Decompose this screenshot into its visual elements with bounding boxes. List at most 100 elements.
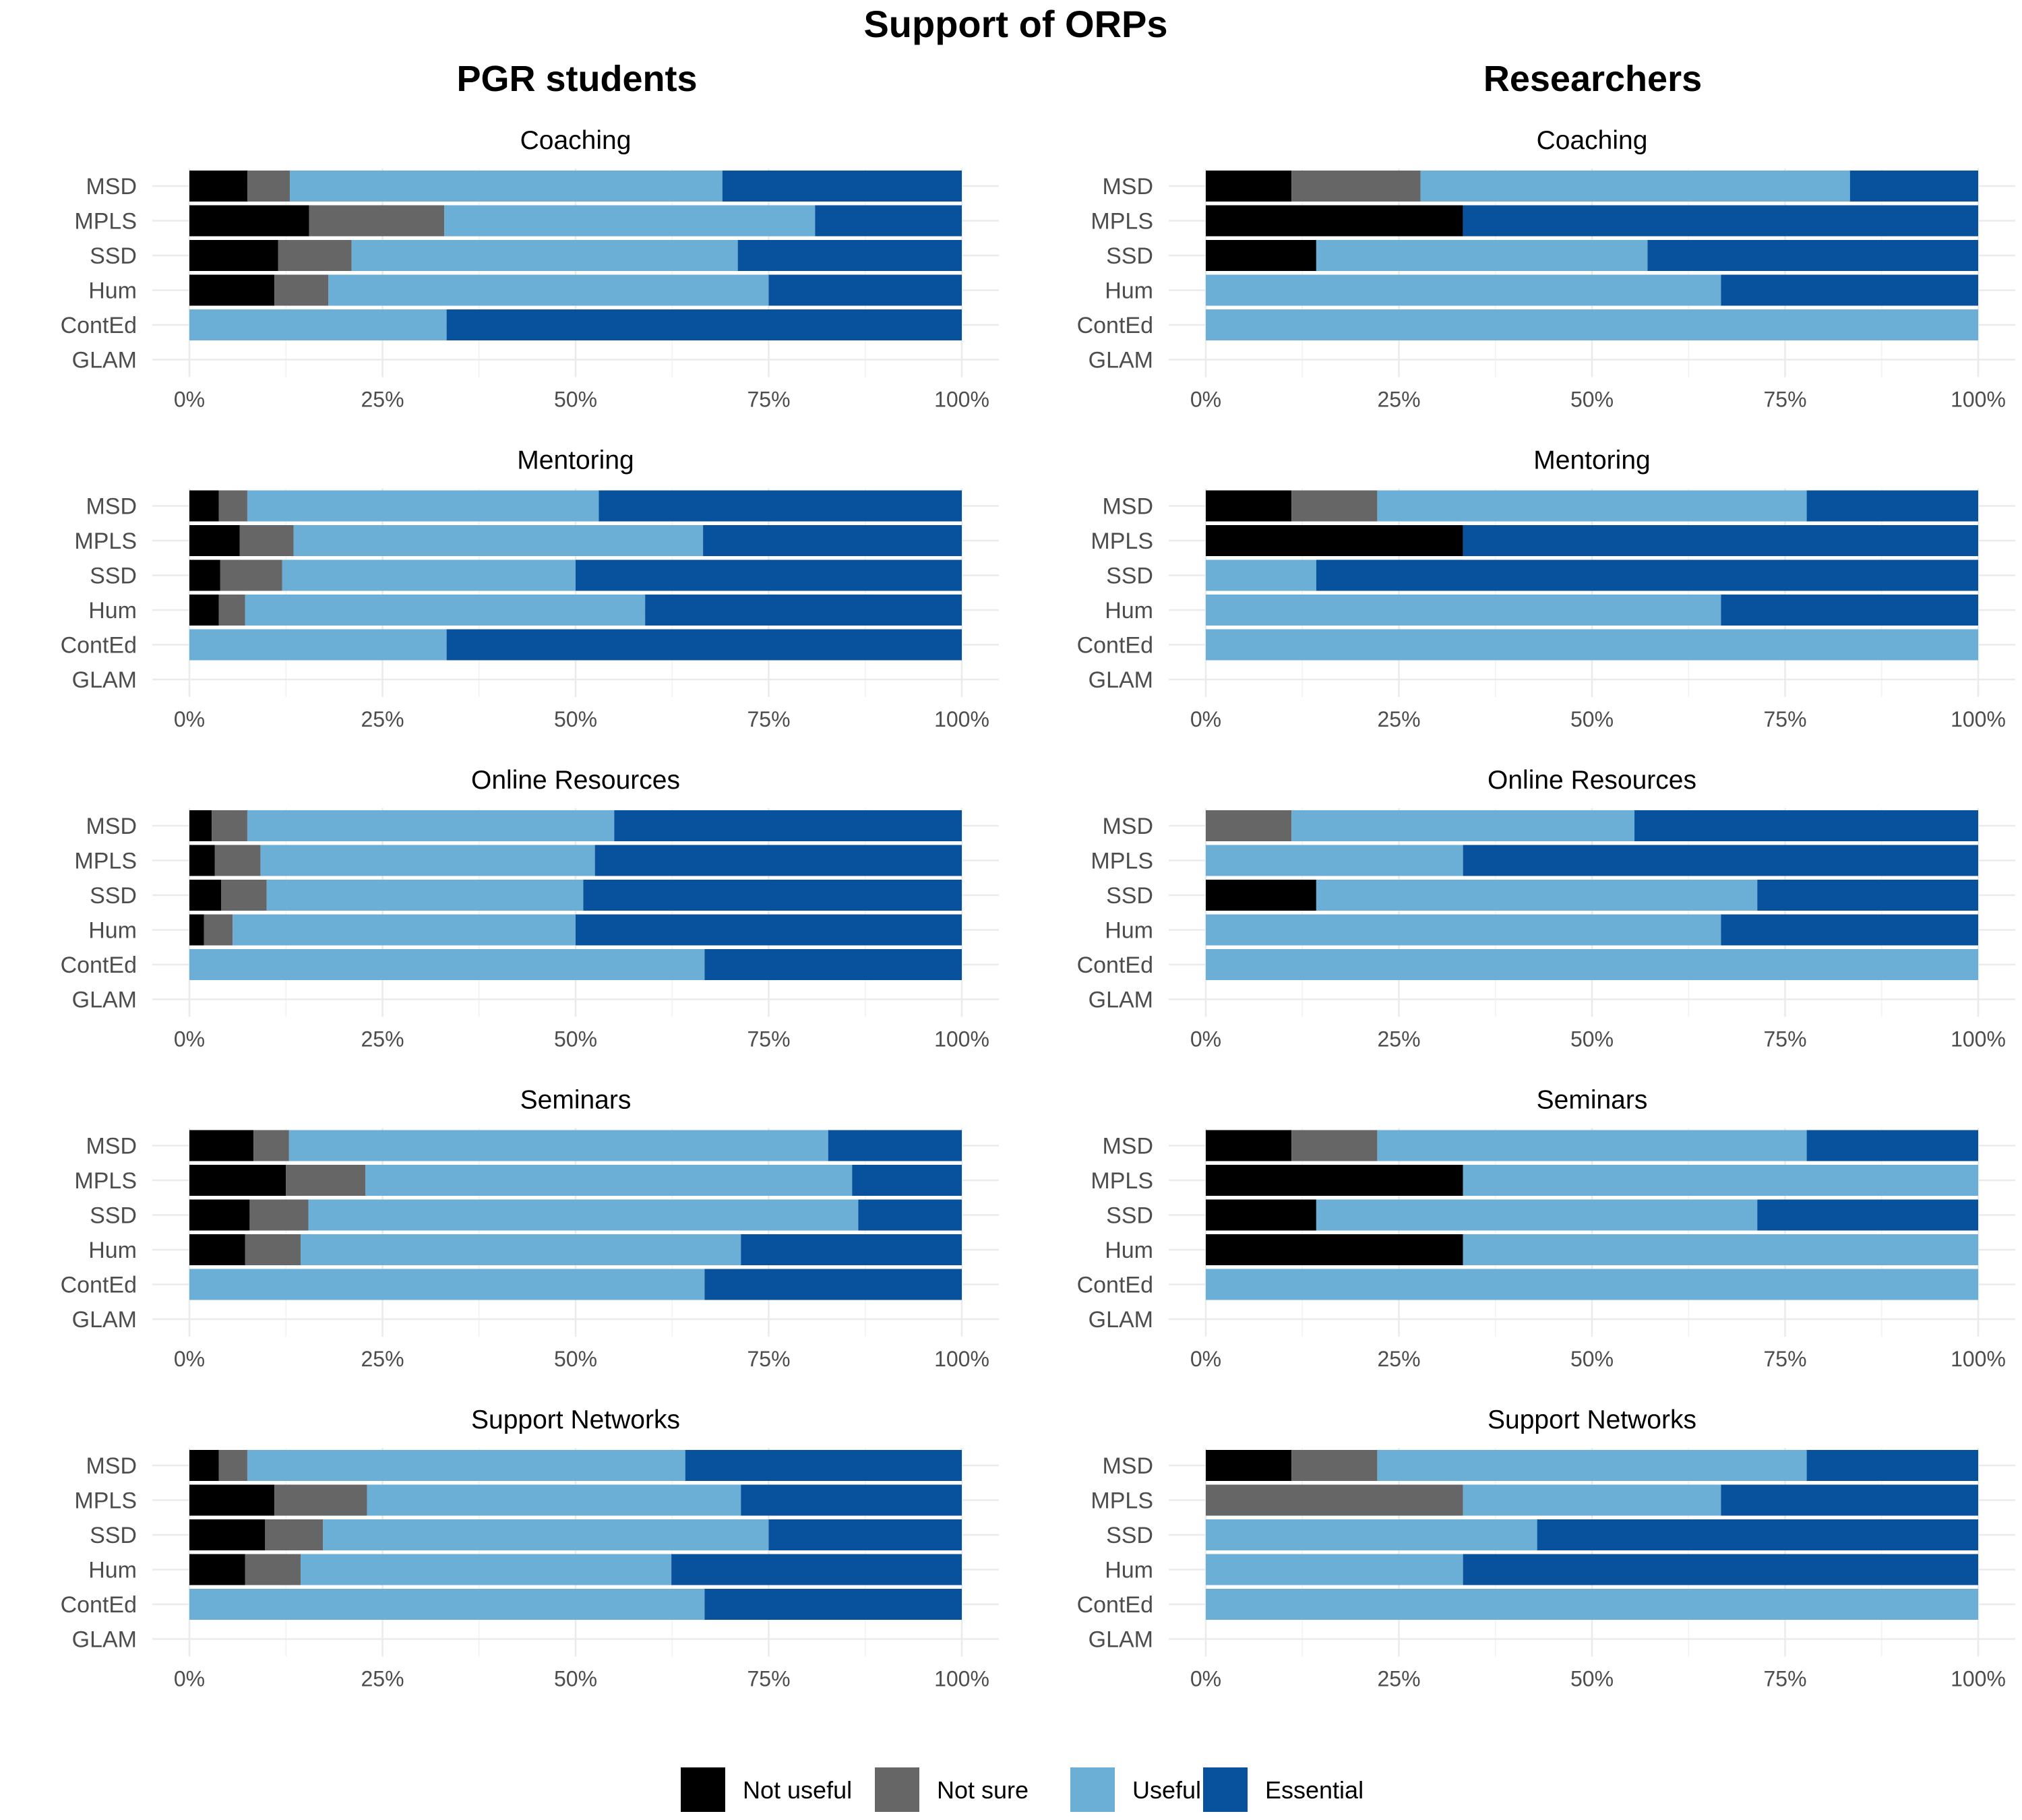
bar-hum-useful xyxy=(1206,914,1721,946)
category-label: MSD xyxy=(86,494,137,520)
bar-conted-essential xyxy=(704,949,962,980)
category-label: MSD xyxy=(86,814,137,839)
bar-conted-essential xyxy=(704,1589,962,1620)
category-label: ContEd xyxy=(1077,952,1153,978)
bar-msd-useful xyxy=(1377,1450,1807,1481)
bar-hum-not-sure xyxy=(245,1554,301,1585)
x-tick-label: 0% xyxy=(174,1667,205,1691)
panel-title: Mentoring xyxy=(517,446,634,475)
bar-msd-not-sure xyxy=(247,171,290,202)
bar-msd-not-sure xyxy=(1291,1450,1378,1481)
bar-msd-not-sure xyxy=(1291,490,1378,522)
bar-conted-useful xyxy=(1206,629,1978,661)
x-tick-label: 100% xyxy=(1951,1347,2006,1371)
legend-swatch xyxy=(875,1767,919,1812)
x-tick-label: 25% xyxy=(1377,1667,1420,1691)
bar-mpls-essential xyxy=(703,525,962,556)
bar-mpls-useful xyxy=(260,845,595,876)
bar-conted-essential xyxy=(704,1269,962,1300)
panels: Coaching MSD MPLS SSD Hum ContEd GLAM 0% 25% 50% 7… xyxy=(61,126,2015,1691)
bar-ssd-essential xyxy=(1537,1519,1978,1550)
x-tick-label: 25% xyxy=(361,1347,404,1371)
category-label: GLAM xyxy=(1089,988,1153,1013)
bar-ssd-useful xyxy=(1316,880,1758,911)
bar-ssd-useful xyxy=(308,1199,859,1231)
panel-title: Online Resources xyxy=(471,766,680,795)
category-label: GLAM xyxy=(72,1307,137,1333)
category-label: ContEd xyxy=(61,633,137,659)
bar-hum-useful xyxy=(233,914,576,946)
x-tick-label: 50% xyxy=(554,707,597,731)
bar-mpls-essential xyxy=(1721,1484,1978,1516)
x-tick-label: 100% xyxy=(934,1027,989,1052)
category-label: SSD xyxy=(1106,883,1153,909)
bar-mpls-not-useful xyxy=(1206,205,1463,237)
panel-researchers-support-networks: Support Networks MSD MPLS SSD Hum ContEd GLAM 0… xyxy=(1077,1405,2015,1691)
bar-ssd-not-sure xyxy=(249,1199,309,1231)
bar-ssd-not-sure xyxy=(220,559,282,591)
bar-ssd-not-useful xyxy=(1206,880,1316,911)
x-tick-label: 25% xyxy=(1377,1347,1420,1371)
bar-msd-not-useful xyxy=(1206,490,1292,522)
legend-label: Not useful xyxy=(743,1776,852,1804)
bar-hum-useful xyxy=(301,1554,672,1585)
bar-msd-not-useful xyxy=(1206,171,1292,202)
x-tick-label: 75% xyxy=(1763,1667,1806,1691)
bar-mpls-not-sure xyxy=(309,205,445,237)
bar-ssd-essential xyxy=(737,240,962,271)
x-tick-label: 50% xyxy=(554,1027,597,1052)
category-label: MPLS xyxy=(1091,849,1153,874)
category-label: MPLS xyxy=(74,849,137,874)
bar-msd-essential xyxy=(614,810,962,841)
x-tick-label: 100% xyxy=(934,1347,989,1371)
bar-msd-not-sure xyxy=(1206,810,1292,841)
bar-msd-not-useful xyxy=(1206,1130,1292,1161)
category-label: GLAM xyxy=(1089,348,1153,373)
bar-mpls-useful xyxy=(365,1165,853,1196)
panel-pgr-students-coaching: Coaching MSD MPLS SSD Hum ContEd GLAM 0% 25% 50% 7… xyxy=(61,126,999,412)
x-tick-label: 0% xyxy=(1190,388,1221,412)
category-label: ContEd xyxy=(61,313,137,338)
x-tick-label: 0% xyxy=(1190,1027,1221,1052)
category-label: SSD xyxy=(1106,1523,1153,1548)
category-label: Hum xyxy=(88,598,137,624)
x-tick-label: 75% xyxy=(1763,388,1806,412)
category-label: ContEd xyxy=(1077,1273,1153,1298)
category-label: GLAM xyxy=(1089,1627,1153,1653)
x-tick-label: 0% xyxy=(174,707,205,731)
bar-ssd-not-useful xyxy=(189,1519,266,1550)
x-tick-label: 100% xyxy=(1951,707,2006,731)
bar-hum-useful xyxy=(1206,1554,1463,1585)
bar-hum-not-useful xyxy=(189,914,204,946)
bar-mpls-essential xyxy=(815,205,962,237)
bar-conted-essential xyxy=(446,629,962,661)
bar-msd-not-useful xyxy=(189,490,219,522)
bar-msd-useful xyxy=(247,810,615,841)
category-label: Hum xyxy=(1105,918,1153,944)
category-label: SSD xyxy=(1106,1203,1153,1229)
category-label: GLAM xyxy=(72,988,137,1013)
legend: Not useful Not sure Useful Essential xyxy=(681,1767,1364,1812)
bar-msd-useful xyxy=(247,490,599,522)
x-tick-label: 100% xyxy=(1951,388,2006,412)
bar-ssd-not-useful xyxy=(189,1199,250,1231)
panel-pgr-students-online-resources: Online Resources MSD MPLS SSD Hum ContEd GLAM 0… xyxy=(61,766,999,1052)
category-label: ContEd xyxy=(1077,633,1153,659)
column-title-researchers: Researchers xyxy=(1483,59,1702,99)
panel-researchers-online-resources: Online Resources MSD MPLS SSD Hum ContEd GLAM 0… xyxy=(1077,766,2015,1052)
category-label: Hum xyxy=(88,278,137,304)
x-tick-label: 50% xyxy=(554,388,597,412)
legend-label: Essential xyxy=(1265,1776,1364,1804)
bar-msd-not-sure xyxy=(218,490,247,522)
panel-title: Coaching xyxy=(1537,126,1648,155)
bar-hum-essential xyxy=(1721,274,1978,306)
bar-msd-useful xyxy=(1420,171,1850,202)
x-tick-label: 0% xyxy=(174,1027,205,1052)
bar-conted-useful xyxy=(1206,949,1978,980)
x-tick-label: 100% xyxy=(934,388,989,412)
x-tick-label: 25% xyxy=(1377,1027,1420,1052)
bar-hum-useful xyxy=(328,274,769,306)
x-tick-label: 75% xyxy=(747,1347,790,1371)
panel-pgr-students-support-networks: Support Networks MSD MPLS SSD Hum ContEd GLAM 0… xyxy=(61,1405,999,1691)
category-label: MSD xyxy=(1102,814,1153,839)
